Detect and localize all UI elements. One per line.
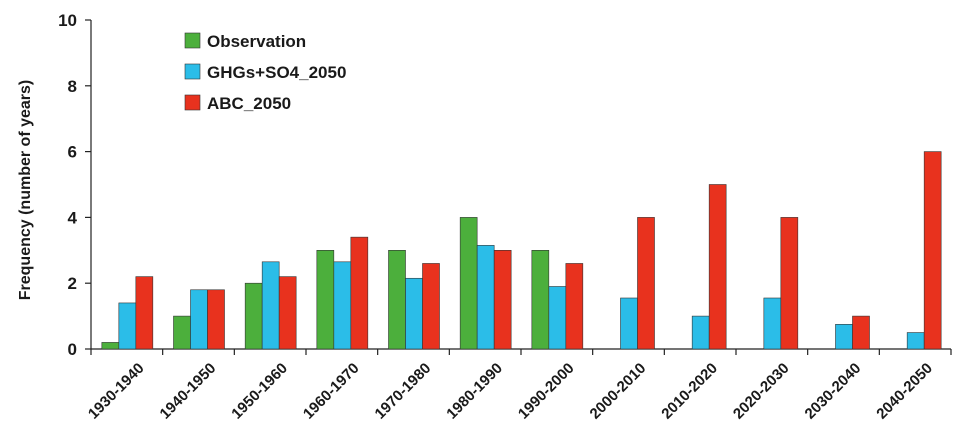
bar xyxy=(333,261,352,350)
bars xyxy=(101,151,942,350)
bar xyxy=(316,250,335,350)
y-tick-label: 2 xyxy=(68,274,77,293)
legend: Observation GHGs+SO4_2050 ABC_2050 xyxy=(184,32,346,113)
bar xyxy=(493,250,512,350)
bar xyxy=(835,324,853,350)
x-tick-label: 2010-2020 xyxy=(658,360,721,423)
bar xyxy=(207,289,225,350)
bar xyxy=(852,315,870,350)
bar xyxy=(422,263,440,350)
bar xyxy=(548,286,567,350)
legend-label: ABC_2050 xyxy=(207,94,291,113)
bar xyxy=(637,217,655,350)
bar xyxy=(173,315,191,350)
bar xyxy=(459,217,478,350)
x-tick-label: 2000-2010 xyxy=(587,360,650,423)
axes xyxy=(85,19,952,355)
bar xyxy=(261,261,280,350)
bar xyxy=(278,276,297,350)
bar xyxy=(405,277,423,350)
bar xyxy=(708,184,727,350)
bar xyxy=(190,289,208,350)
bar xyxy=(531,250,550,350)
bar xyxy=(476,245,495,350)
bar xyxy=(620,297,638,350)
x-tick-label: 1960-1970 xyxy=(300,360,363,423)
bar xyxy=(118,302,137,350)
bar xyxy=(906,332,925,350)
legend-label: GHGs+SO4_2050 xyxy=(207,63,346,82)
bar xyxy=(565,263,584,350)
y-tick-label: 6 xyxy=(68,143,77,162)
x-tick-labels: 1930-1940 1940-1950 1950-1960 1960-1970 1970… xyxy=(85,360,936,423)
bar xyxy=(780,217,799,350)
y-tick-label: 10 xyxy=(58,11,77,30)
x-tick-label: 1970-1980 xyxy=(372,360,435,423)
bar xyxy=(135,276,154,350)
y-axis-title: Frequency (number of years) xyxy=(17,80,34,301)
x-tick-label: 1950-1960 xyxy=(228,360,291,423)
bar xyxy=(350,236,369,350)
x-tick-label: 1980-1990 xyxy=(443,360,506,423)
x-tick-label: 1990-2000 xyxy=(515,360,578,423)
bar xyxy=(923,151,942,350)
bar xyxy=(244,282,263,350)
legend-swatch xyxy=(184,94,201,111)
x-tick-label: 1940-1950 xyxy=(157,360,220,423)
y-tick-label: 4 xyxy=(68,208,78,227)
bar xyxy=(691,315,710,350)
y-tick-labels: 0 2 4 6 8 10 xyxy=(58,11,77,359)
bar xyxy=(388,250,406,350)
y-tick-label: 0 xyxy=(68,340,77,359)
bar xyxy=(763,297,782,350)
x-tick-label: 1930-1940 xyxy=(85,360,148,423)
legend-swatch xyxy=(184,63,201,80)
y-tick-label: 8 xyxy=(68,77,77,96)
x-tick-label: 2030-2040 xyxy=(802,360,865,423)
bar xyxy=(101,342,120,350)
legend-label: Observation xyxy=(207,32,306,51)
x-tick-label: 2040-2050 xyxy=(873,360,936,423)
legend-swatch xyxy=(184,32,201,49)
x-tick-label: 2020-2030 xyxy=(730,360,793,423)
